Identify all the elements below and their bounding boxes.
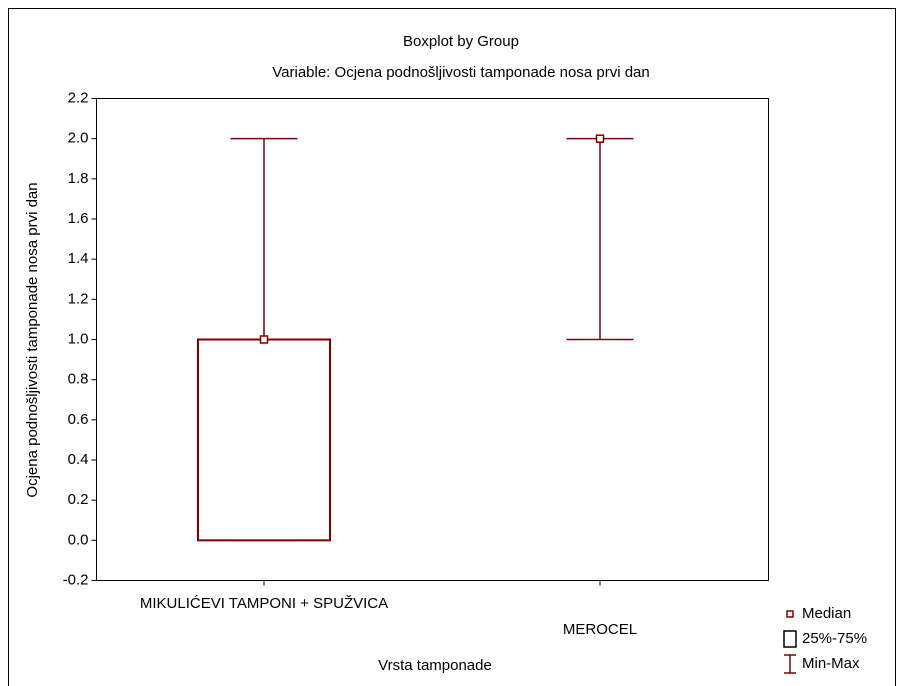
y-tick-label: 0.2 bbox=[68, 491, 89, 508]
legend-label: Min-Max bbox=[802, 655, 860, 672]
x-axis-label: Vrsta tamponade bbox=[378, 657, 492, 674]
x-tick-label: MEROCEL bbox=[563, 621, 637, 638]
y-tick-label: 1.0 bbox=[68, 330, 89, 347]
y-tick-label: 1.2 bbox=[68, 290, 89, 307]
legend-label: Median bbox=[802, 605, 851, 622]
legend-median-icon bbox=[786, 610, 794, 618]
y-tick-label: 2.2 bbox=[68, 89, 89, 106]
chart-subtitle: Variable: Ocjena podnošljivosti tamponad… bbox=[272, 64, 649, 81]
y-tick-label: 1.6 bbox=[68, 210, 89, 227]
median bbox=[259, 335, 269, 344]
y-tick-label: 0.4 bbox=[68, 451, 89, 468]
legend-label: 25%-75% bbox=[802, 630, 867, 647]
y-tick-label: 1.4 bbox=[68, 250, 89, 267]
y-tick-label: 0.0 bbox=[68, 531, 89, 548]
box bbox=[197, 338, 331, 542]
y-tick-label: 0.8 bbox=[68, 371, 89, 388]
y-axis-label: Ocjena podnošljivosti tamponade nosa prv… bbox=[24, 182, 41, 497]
legend-box-icon bbox=[783, 630, 797, 648]
y-tick-label: 2.0 bbox=[68, 130, 89, 147]
y-tick-label: 1.8 bbox=[68, 170, 89, 187]
y-tick-label: 0.6 bbox=[68, 411, 89, 428]
y-tick-label: -0.2 bbox=[63, 571, 89, 588]
outer-frame bbox=[8, 8, 896, 686]
chart-title: Boxplot by Group bbox=[403, 33, 519, 50]
x-tick-label: MIKULIĆEVI TAMPONI + SPUŽVICA bbox=[140, 595, 388, 612]
median bbox=[595, 134, 605, 143]
